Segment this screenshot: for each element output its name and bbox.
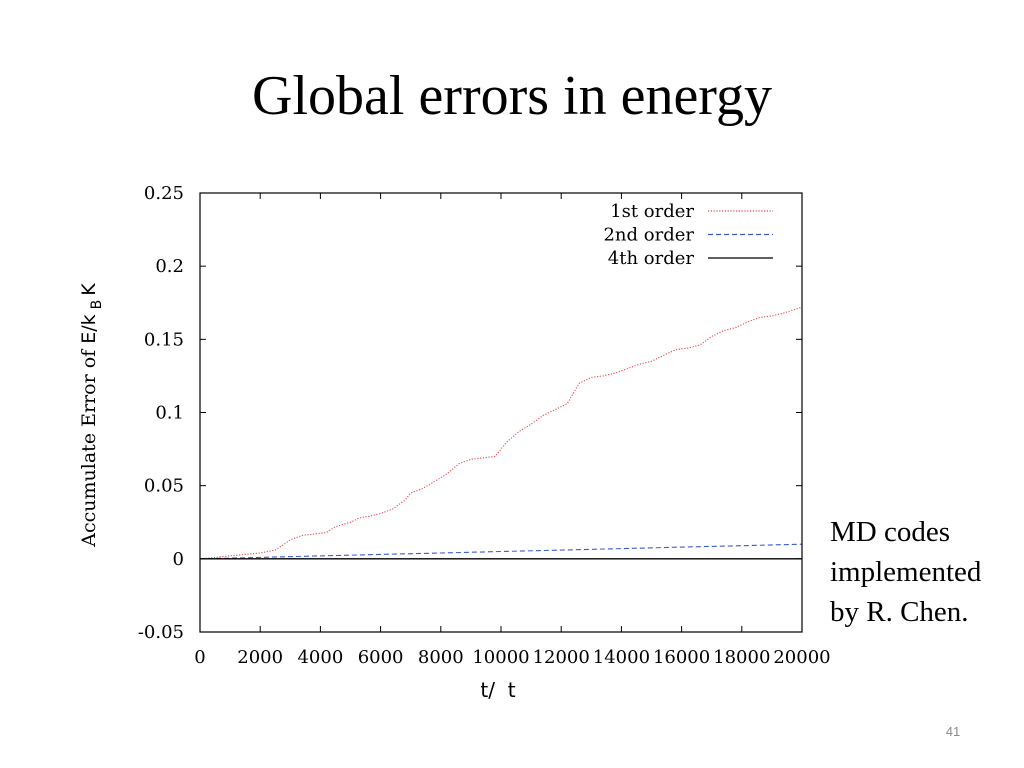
- x-tick-label: 20000: [773, 647, 830, 668]
- y-tick-label: 0.05: [144, 476, 184, 497]
- side-note-line-3: by R. Chen.: [830, 596, 969, 628]
- y-tick-label: 0.15: [144, 329, 184, 350]
- x-tick-label: 6000: [358, 647, 404, 668]
- x-tick-label: 14000: [593, 647, 650, 668]
- legend-label-1: 1st order: [610, 201, 694, 222]
- x-tick-label: 2000: [237, 647, 283, 668]
- x-tick-label: 8000: [418, 647, 464, 668]
- series-line-1: [200, 306, 802, 560]
- slide-title: Global errors in energy: [252, 65, 772, 127]
- y-tick-label: 0.25: [144, 183, 184, 204]
- y-tick-label: 0: [173, 549, 184, 570]
- y-tick-label: 0.1: [155, 403, 184, 424]
- x-tick-label: 16000: [653, 647, 710, 668]
- y-axis-label-sub: B: [89, 300, 105, 310]
- side-note-line-2: implemented: [830, 556, 982, 588]
- legend-label-2: 2nd order: [603, 225, 694, 246]
- legend-label-3: 4th order: [608, 248, 695, 269]
- x-tick-label: 4000: [297, 647, 343, 668]
- side-note-line-1: MD codes: [830, 516, 951, 548]
- series-layer: [200, 306, 802, 560]
- x-tick-label: 18000: [713, 647, 770, 668]
- y-tick-label: -0.05: [138, 622, 184, 643]
- slide-number: 41: [945, 724, 961, 739]
- y-tick-label: 0.2: [155, 256, 184, 277]
- y-axis-label-prefix: Accumulate Error of: [78, 344, 100, 548]
- y-axis-label-main: E/k: [78, 314, 100, 343]
- side-note: MD codes implemented by R. Chen.: [830, 512, 1020, 632]
- x-axis-label: t/ t: [480, 678, 515, 702]
- y-axis-label: Accumulate Error of E/k BK: [78, 283, 105, 548]
- series-line-2: [200, 543, 802, 560]
- x-tick-label: 12000: [533, 647, 590, 668]
- x-tick-label: 10000: [472, 647, 529, 668]
- x-tick-label: 0: [194, 647, 205, 668]
- ticks-layer: 0 2000 4000 6000 8000 10000 12000 14000 16000 180…: [138, 183, 831, 668]
- plot-frame: [199, 192, 803, 633]
- y-axis-label-suffix: K: [78, 283, 100, 296]
